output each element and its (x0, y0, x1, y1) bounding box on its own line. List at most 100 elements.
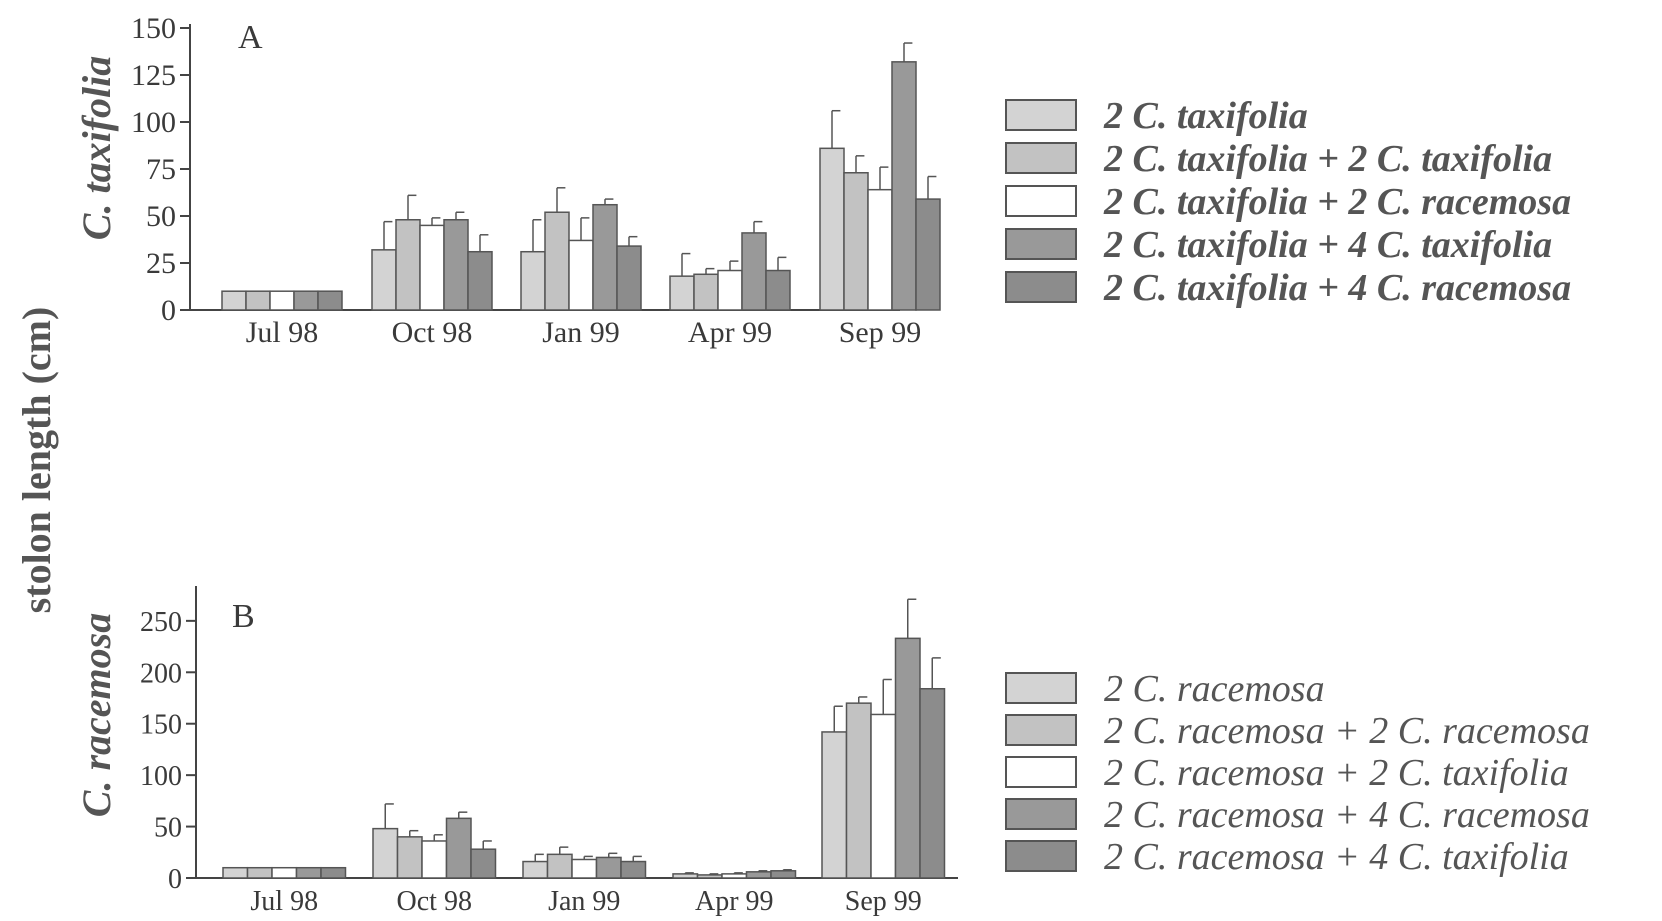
bar (444, 220, 468, 310)
y-axis-label-a: C. taxifolia (74, 56, 119, 240)
legend-label: 2 C. taxifolia + 2 C. taxifolia (1103, 138, 1552, 180)
y-tick-label: 100 (140, 761, 182, 792)
bar (742, 233, 766, 310)
y-tick-label: 0 (168, 864, 182, 895)
bar (822, 732, 847, 878)
bar (373, 829, 398, 878)
bar (521, 252, 545, 310)
legend-label: 2 C. taxifolia + 2 C. racemosa (1103, 181, 1571, 223)
x-tick-label: Jul 98 (246, 316, 319, 349)
y-tick-label: 150 (140, 710, 182, 741)
bar (670, 276, 694, 310)
bar (223, 868, 248, 878)
legend-swatch (1006, 272, 1076, 302)
bar (398, 837, 423, 878)
legend-label: 2 C. racemosa + 2 C. taxifolia (1104, 752, 1569, 794)
bar (572, 859, 597, 878)
legend-swatch (1006, 799, 1076, 829)
bar (569, 240, 593, 310)
x-tick-label: Sep 99 (839, 316, 922, 349)
x-tick-label: Jan 99 (548, 886, 620, 917)
bar (270, 291, 294, 310)
bar (468, 252, 492, 310)
legend-swatch (1006, 100, 1076, 130)
legend-swatch (1006, 229, 1076, 259)
bar (621, 862, 646, 878)
y-tick-label: 50 (154, 813, 182, 844)
legend-label: 2 C. racemosa + 2 C. racemosa (1104, 710, 1590, 752)
bar (447, 818, 472, 878)
legend-swatch (1006, 757, 1076, 787)
x-tick-label: Jan 99 (542, 316, 620, 349)
panel-label-b: B (232, 598, 255, 635)
bar (321, 868, 346, 878)
bar (673, 874, 698, 878)
panel-label-a: A (238, 19, 263, 56)
y-tick-label: 150 (131, 12, 176, 45)
legend-swatch (1006, 673, 1076, 703)
x-tick-label: Apr 99 (695, 886, 774, 917)
y-tick-label: 75 (146, 153, 176, 186)
shared-y-axis-label: stolon length (cm) (14, 307, 59, 614)
y-tick-label: 25 (146, 247, 176, 280)
bar (545, 212, 569, 310)
x-tick-label: Sep 99 (845, 886, 922, 917)
bar (820, 148, 844, 310)
bar (892, 62, 916, 310)
y-tick-label: 125 (131, 59, 176, 92)
y-tick-label: 200 (140, 658, 182, 689)
bar (694, 274, 718, 310)
bar (771, 871, 796, 878)
bar (396, 220, 420, 310)
bar (422, 841, 447, 878)
bar (372, 250, 396, 310)
bar (766, 271, 790, 310)
legend-swatch (1006, 841, 1076, 871)
legend-label: 2 C. taxifolia + 4 C. racemosa (1103, 267, 1571, 309)
y-tick-label: 0 (161, 294, 176, 327)
bar (294, 291, 318, 310)
chart-panel-b: 0 50 100 150 200 250 Jul 98 Oct 98 Jan 99 Apr 99 S… (140, 586, 958, 917)
legend-label: 2 C. racemosa + 4 C. racemosa (1104, 794, 1590, 836)
bar (868, 190, 892, 310)
bar (222, 291, 246, 310)
bar (248, 868, 273, 878)
chart-panel-a: 0 25 50 75 100 125 150 Jul 98 Oct 98 Jan 99 Apr 99… (131, 12, 940, 349)
bar (420, 225, 444, 310)
y-tick-label: 100 (131, 106, 176, 139)
bar (548, 854, 573, 878)
bar (471, 849, 496, 878)
legend-swatch (1006, 715, 1076, 745)
bar (718, 271, 742, 310)
bar (523, 862, 548, 878)
bar (896, 638, 921, 878)
legend-label: 2 C. racemosa (1104, 668, 1325, 710)
x-tick-label: Jul 98 (250, 886, 318, 917)
bar (597, 857, 622, 878)
x-tick-label: Oct 98 (392, 316, 473, 349)
x-tick-label: Apr 99 (688, 316, 772, 349)
bar (617, 246, 641, 310)
bar (747, 872, 772, 878)
bar (272, 868, 297, 878)
legend-swatch (1006, 143, 1076, 173)
bar (246, 291, 270, 310)
bar (871, 714, 896, 878)
legend-label: 2 C. taxifolia + 4 C. taxifolia (1103, 224, 1552, 266)
y-tick-label: 50 (146, 200, 176, 233)
bar (844, 173, 868, 310)
bar (916, 199, 940, 310)
bar (847, 703, 872, 878)
y-axis-label-b: C. racemosa (74, 613, 119, 817)
bar (722, 874, 747, 878)
legend-label: 2 C. taxifolia (1103, 95, 1308, 137)
legend-label: 2 C. racemosa + 4 C. taxifolia (1104, 836, 1569, 878)
legend-swatch (1006, 186, 1076, 216)
x-tick-label: Oct 98 (397, 886, 472, 917)
bar (297, 868, 322, 878)
bar (920, 689, 945, 878)
y-tick-label: 250 (140, 607, 182, 638)
bar (593, 205, 617, 310)
